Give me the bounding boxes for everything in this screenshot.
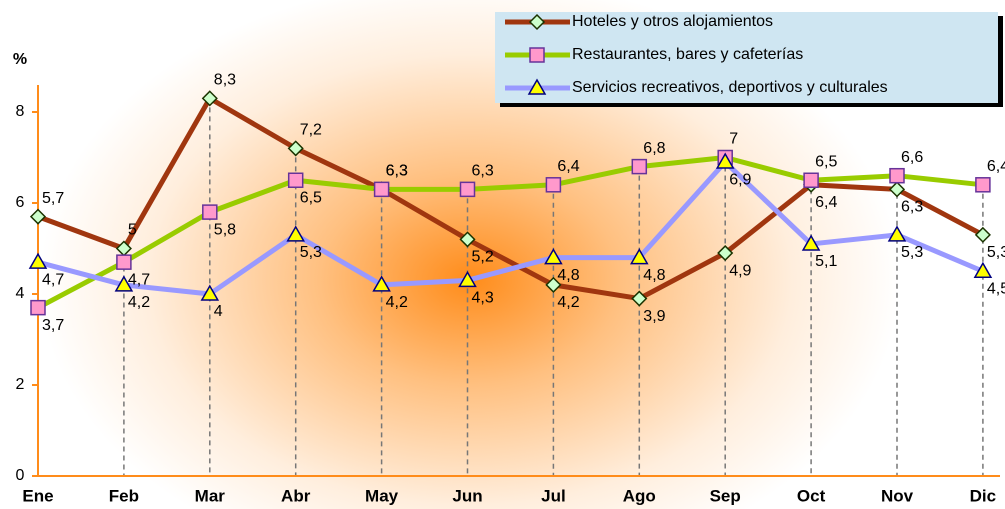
marker (202, 204, 218, 220)
data-label: 7 (729, 131, 738, 148)
y-tick-label: 0 (16, 467, 25, 484)
data-label: 5 (128, 222, 137, 239)
marker (630, 248, 649, 265)
marker (631, 290, 648, 307)
data-label: 4,8 (643, 267, 665, 284)
data-label: 4,9 (729, 262, 751, 279)
marker (287, 172, 304, 188)
marker (889, 167, 905, 184)
marker (545, 276, 562, 293)
data-label: 6,9 (729, 171, 751, 188)
data-label: 5,2 (472, 249, 494, 266)
data-label: 6,6 (901, 149, 923, 166)
data-label: 6,4 (557, 158, 579, 175)
data-label: 6,5 (300, 189, 322, 206)
marker (30, 299, 46, 316)
marker (975, 177, 991, 193)
data-label: 4,5 (987, 280, 1005, 297)
marker (888, 181, 906, 198)
x-tick-label: Feb (109, 486, 139, 505)
data-label: 5,7 (42, 190, 64, 207)
marker (459, 231, 476, 248)
data-label: 4,2 (557, 294, 579, 311)
x-tick-label: Ago (623, 486, 656, 505)
x-tick-label: Dic (970, 486, 996, 505)
marker (201, 90, 218, 107)
data-label: 4,7 (128, 271, 150, 288)
data-label: 5,3 (987, 244, 1005, 261)
y-tick-label: 6 (16, 194, 25, 211)
y-tick-label: 4 (16, 285, 25, 302)
marker (528, 13, 546, 31)
x-tick-label: Oct (797, 486, 826, 505)
x-tick-label: Mar (195, 486, 226, 505)
marker (529, 47, 545, 63)
marker (974, 226, 991, 243)
x-tick-label: Ene (22, 486, 53, 505)
series-line (37, 159, 984, 297)
marker (544, 248, 563, 265)
y-tick-label: 2 (16, 376, 25, 393)
marker (973, 261, 993, 278)
marker (631, 158, 648, 175)
data-label: 8,3 (214, 72, 236, 89)
y-axis-label: % (13, 51, 27, 68)
marker (459, 181, 476, 198)
data-label: 6,4 (987, 158, 1005, 175)
x-tick-label: Sep (710, 486, 741, 505)
x-tick-label: Jun (452, 486, 482, 505)
data-label: 3,7 (42, 317, 64, 334)
data-label: 4 (214, 303, 223, 320)
data-label: 6,3 (901, 199, 923, 216)
data-label: 6,4 (815, 194, 837, 211)
x-tick-label: Jul (541, 486, 566, 505)
marker (372, 275, 391, 292)
data-label: 5,3 (901, 244, 923, 261)
marker (527, 78, 547, 95)
marker (286, 225, 305, 242)
marker (28, 252, 48, 269)
marker (715, 152, 735, 169)
legend (495, 12, 998, 103)
data-label: 5,1 (815, 253, 837, 270)
marker (803, 172, 819, 188)
data-label: 4,2 (128, 294, 150, 311)
data-label: 4,2 (386, 294, 408, 311)
data-label: 7,2 (300, 122, 322, 139)
data-label: 6,3 (472, 163, 494, 180)
data-label: 3,9 (643, 308, 665, 325)
data-label: 6,3 (386, 163, 408, 180)
marker (887, 225, 907, 242)
y-tick-label: 8 (16, 103, 25, 120)
marker (373, 181, 390, 198)
data-label: 6,5 (815, 153, 837, 170)
data-label: 6,8 (643, 140, 665, 157)
data-label: 4,7 (42, 271, 64, 288)
data-label: 4,8 (557, 267, 579, 284)
x-tick-label: May (365, 486, 399, 505)
marker (545, 177, 562, 193)
marker (287, 140, 304, 157)
marker (458, 270, 477, 288)
series-line (36, 155, 984, 310)
data-label: 6,3 (386, 163, 408, 180)
marker (116, 254, 132, 270)
marker (717, 244, 734, 262)
marker (29, 208, 47, 225)
series-line (37, 95, 985, 302)
legend-label: Restaurantes, bares y cafeterías (572, 46, 803, 63)
data-label: 5,8 (214, 221, 236, 238)
legend-label: Hoteles y otros alojamientos (572, 13, 773, 30)
data-label: 4,3 (472, 290, 494, 307)
x-tick-label: Abr (281, 486, 311, 505)
marker (801, 234, 821, 251)
legend-label: Servicios recreativos, deportivos y cult… (572, 79, 888, 96)
data-label: 5,3 (300, 244, 322, 261)
marker (200, 284, 220, 301)
x-tick-label: Nov (881, 486, 914, 505)
marker (114, 275, 134, 292)
